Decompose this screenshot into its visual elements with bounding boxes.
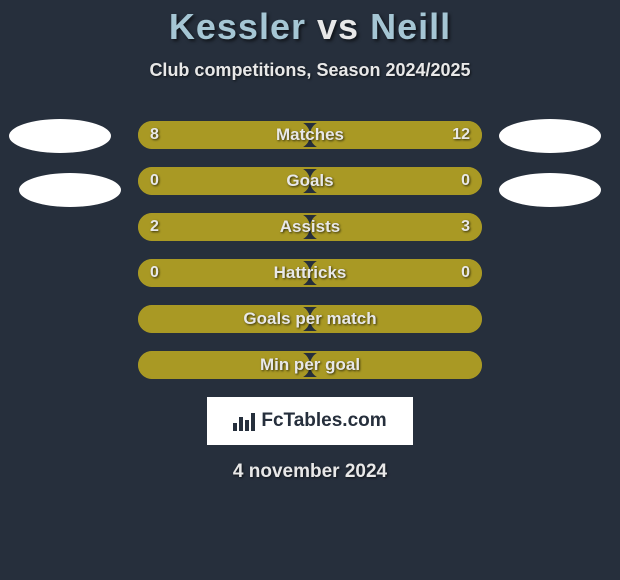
stats-container: 812Matches00Goals23Assists00HattricksGoa… (0, 121, 620, 379)
subtitle: Club competitions, Season 2024/2025 (0, 60, 620, 81)
stat-left-value: 2 (138, 213, 171, 241)
stat-row: Min per goal (138, 351, 482, 379)
stat-right-value: 12 (440, 121, 482, 149)
stat-left-value: 0 (138, 167, 171, 195)
stat-right-value: 0 (449, 259, 482, 287)
vs-text: vs (317, 6, 359, 47)
comparison-title: Kessler vs Neill (0, 0, 620, 48)
source-badge[interactable]: FcTables.com (207, 397, 413, 445)
stat-right-value: 0 (449, 167, 482, 195)
player1-name: Kessler (169, 6, 306, 47)
player2-avatar (499, 173, 601, 207)
stat-row: 812Matches (138, 121, 482, 149)
stat-right-value: 3 (449, 213, 482, 241)
player1-avatar (19, 173, 121, 207)
player2-name: Neill (370, 6, 451, 47)
stat-left-value: 8 (138, 121, 171, 149)
stat-row: 23Assists (138, 213, 482, 241)
stat-left-value: 0 (138, 259, 171, 287)
player1-avatar (9, 119, 111, 153)
stat-row: 00Goals (138, 167, 482, 195)
player2-avatar (499, 119, 601, 153)
stat-row: 00Hattricks (138, 259, 482, 287)
snapshot-date: 4 november 2024 (0, 461, 620, 483)
badge-text: FcTables.com (261, 410, 386, 432)
stat-row: Goals per match (138, 305, 482, 333)
chart-icon (233, 411, 255, 431)
